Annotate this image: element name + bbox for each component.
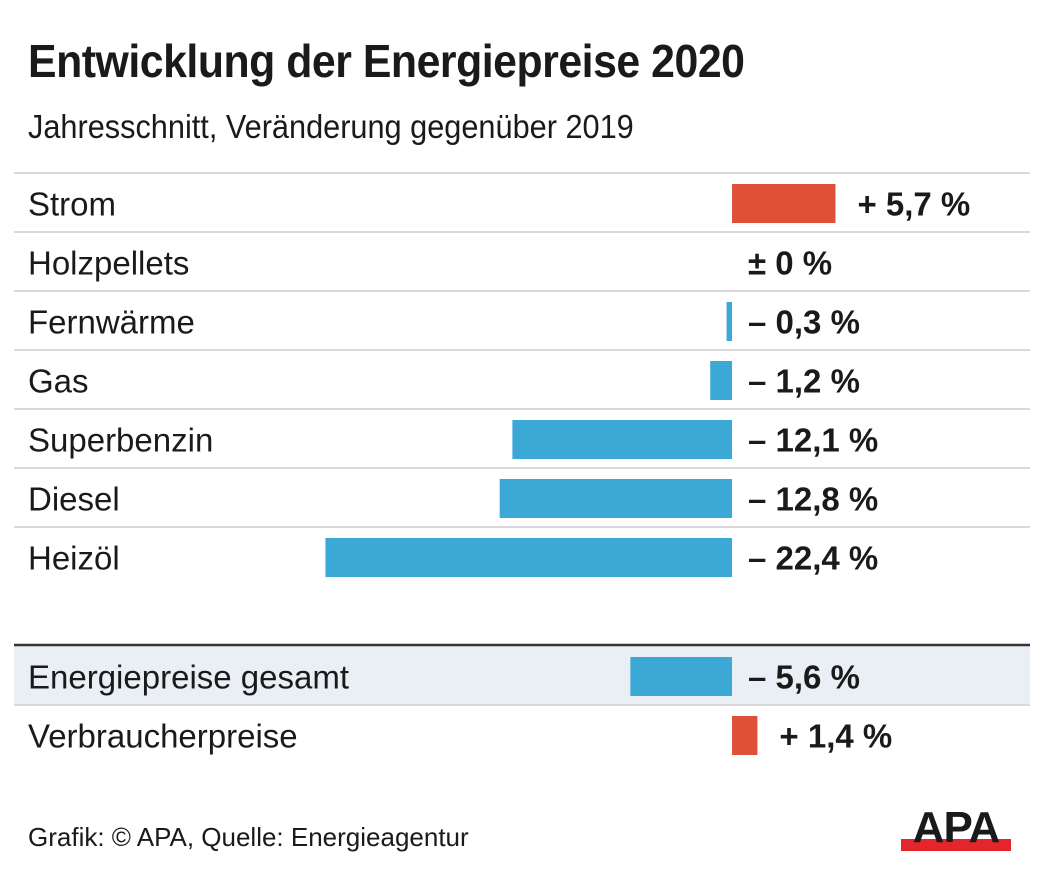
logo-red-bar: [901, 839, 1011, 851]
bar-heizöl: [325, 538, 732, 577]
category-label: Holzpellets: [28, 245, 189, 282]
value-label: + 1,4 %: [779, 718, 892, 755]
source-credit: Grafik: © APA, Quelle: Energieagentur: [28, 822, 469, 852]
value-label: – 0,3 %: [748, 304, 860, 341]
value-label: – 1,2 %: [748, 363, 860, 400]
value-label: – 12,1 %: [748, 422, 878, 459]
value-label: – 22,4 %: [748, 540, 878, 577]
bar-diesel: [499, 479, 732, 518]
category-label: Gas: [28, 363, 89, 400]
category-label: Strom: [28, 186, 116, 223]
row-separators: [14, 172, 1030, 706]
chart-title: Entwicklung der Energiepreise 2020: [28, 35, 745, 87]
apa-logo: APA: [901, 805, 1011, 852]
bar-gas: [710, 361, 732, 400]
bar-superbenzin: [512, 420, 732, 459]
highlight-layer: [14, 646, 1030, 705]
bar-strom: [732, 184, 836, 223]
bar-energiepreise-gesamt: [630, 657, 732, 696]
value-label: ± 0 %: [748, 245, 832, 282]
value-label: – 5,6 %: [748, 659, 860, 696]
bars: [325, 184, 836, 755]
category-label: Energiepreise gesamt: [28, 659, 349, 696]
category-label: Fernwärme: [28, 304, 195, 341]
value-label: – 12,8 %: [748, 481, 878, 518]
logo-text: APA: [913, 805, 1000, 852]
value-label: + 5,7 %: [857, 186, 970, 223]
labels: Strom + 5,7 % Holzpellets ± 0 % Fernwärme – 0…: [28, 186, 970, 755]
bar-fernwärme: [726, 302, 732, 341]
highlight-row-background: [14, 646, 1030, 705]
category-label: Verbraucherpreise: [28, 718, 298, 755]
bar-verbraucherpreise: [732, 716, 758, 755]
chart-subtitle: Jahresschnitt, Veränderung gegenüber 201…: [28, 108, 634, 145]
category-label: Diesel: [28, 481, 120, 518]
category-label: Heizöl: [28, 540, 120, 577]
category-label: Superbenzin: [28, 422, 213, 459]
